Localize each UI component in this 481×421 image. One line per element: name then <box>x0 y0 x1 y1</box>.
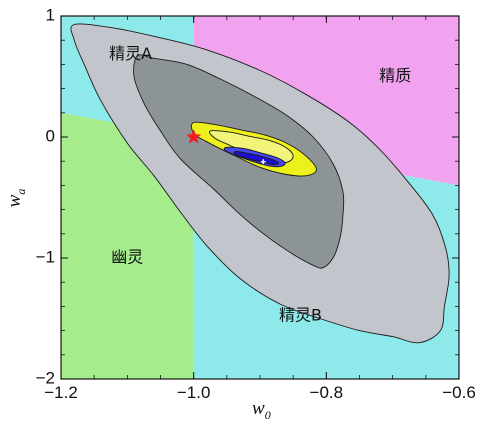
region-label-quintessence: 精质 <box>379 66 411 85</box>
lcdm-point <box>186 129 202 144</box>
x-axis-subscript: 0 <box>265 408 271 421</box>
y-axis-label-group: wa <box>4 189 28 208</box>
region-label-phantom-a: 精灵A <box>109 44 152 63</box>
region-label-ghost: 幽灵 <box>111 248 143 267</box>
contour-layer <box>70 23 450 344</box>
x-axis-label: w0 <box>252 398 271 421</box>
contour-blue-0 <box>233 151 280 166</box>
x-tick-label: −0.6 <box>442 383 476 402</box>
y-tick-label: −1 <box>36 247 55 266</box>
x-tick-label: −0.8 <box>310 383 344 402</box>
marker-layer <box>186 129 266 165</box>
region-label-phantom-b: 精灵B <box>279 306 322 325</box>
x-tick-label: −1.0 <box>177 383 211 402</box>
best-fit-point <box>260 159 266 165</box>
y-axis-subscript: a <box>14 189 28 195</box>
contour-1-sigma <box>209 130 294 164</box>
x-axis-symbol: w <box>252 398 265 419</box>
y-tick-label: 0 <box>46 126 55 145</box>
tick-layer: −1.2 −1.0 −0.8 −0.6 1 0 −1 −2 <box>36 5 476 402</box>
y-tick-label: −2 <box>36 368 55 387</box>
y-axis-label: wa <box>4 189 28 208</box>
x-tick-label: −1.2 <box>44 383 78 402</box>
y-axis-symbol: w <box>4 194 25 207</box>
contour-inner <box>133 54 345 269</box>
y-tick-label: 1 <box>46 5 55 24</box>
